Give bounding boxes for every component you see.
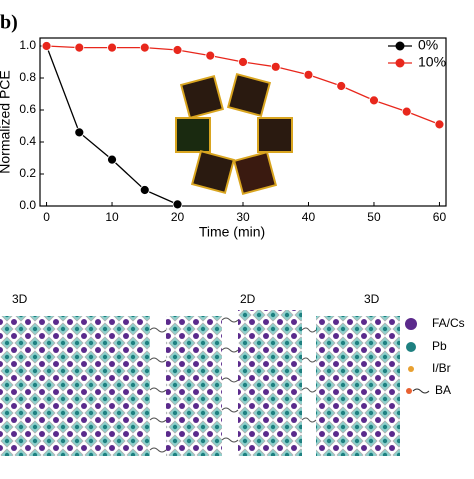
legend-marker bbox=[395, 41, 405, 51]
y-tick-label: 0.4 bbox=[19, 134, 36, 148]
region-label: 3D bbox=[12, 292, 28, 306]
data-point bbox=[139, 185, 150, 195]
region-label: 3D bbox=[364, 292, 380, 306]
legend-label: I/Br bbox=[432, 361, 451, 375]
data-point bbox=[336, 81, 347, 91]
data-point bbox=[74, 42, 85, 53]
legend-label: BA bbox=[435, 383, 451, 397]
data-point bbox=[205, 50, 216, 61]
legend-marker bbox=[395, 58, 405, 68]
data-point bbox=[303, 69, 314, 80]
data-point bbox=[107, 154, 117, 165]
data-point bbox=[238, 57, 248, 67]
y-tick-label: 0.0 bbox=[19, 198, 36, 212]
data-point bbox=[434, 119, 445, 130]
x-tick-label: 0 bbox=[43, 210, 50, 224]
legend-label: Pb bbox=[432, 339, 447, 353]
y-axis-label: Normalized PCE bbox=[0, 70, 13, 173]
data-point bbox=[369, 95, 379, 106]
y-tick-label: 1.0 bbox=[19, 38, 36, 52]
x-tick-label: 20 bbox=[171, 210, 185, 224]
data-point bbox=[172, 199, 183, 210]
x-tick-label: 50 bbox=[367, 210, 381, 224]
x-tick-label: 10 bbox=[105, 210, 119, 224]
data-point bbox=[107, 42, 117, 53]
y-tick-label: 0.2 bbox=[19, 166, 36, 180]
x-axis-label: Time (min) bbox=[199, 224, 265, 240]
x-tick-label: 60 bbox=[433, 210, 447, 224]
data-point bbox=[401, 106, 412, 117]
y-tick-label: 0.8 bbox=[19, 70, 36, 84]
schematic: 3D 2D 3D FA/Cs Pb I/Br BA bbox=[0, 292, 465, 456]
series-line bbox=[45, 45, 178, 205]
legend-label: FA/Cs bbox=[432, 316, 465, 330]
y-tick-label: 0.6 bbox=[19, 102, 36, 116]
legend-label: 0% bbox=[418, 37, 438, 53]
panel-label: b) bbox=[0, 12, 18, 34]
x-tick-label: 30 bbox=[236, 210, 250, 224]
x-tick-label: 40 bbox=[302, 210, 316, 224]
data-point bbox=[172, 45, 183, 55]
data-point bbox=[270, 61, 281, 72]
inset-photo bbox=[175, 72, 293, 196]
legend-label: 10% bbox=[418, 54, 446, 70]
region-label: 2D bbox=[240, 292, 256, 306]
data-point bbox=[139, 42, 150, 53]
data-point bbox=[41, 41, 52, 51]
data-point bbox=[74, 127, 85, 138]
